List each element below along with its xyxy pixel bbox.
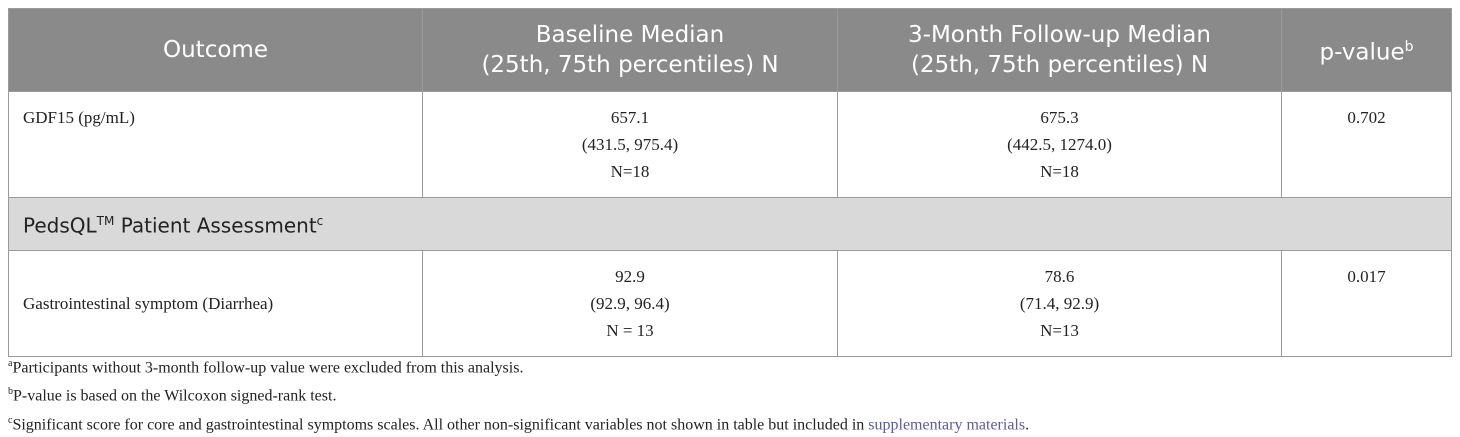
cell-text: 78.6 xyxy=(1044,266,1075,286)
footnote: bP-value is based on the Wilcoxon signed… xyxy=(8,380,1029,408)
cell-text: Gastrointestinal symptom (Diarrhea) xyxy=(23,293,274,313)
footnote-mark: b xyxy=(8,386,13,398)
header-text: Baseline Median xyxy=(535,22,725,48)
header-text: Outcome xyxy=(163,37,268,63)
cell-text: N=13 xyxy=(1040,320,1079,340)
cell-text: GDF15 (pg/mL) xyxy=(23,108,135,127)
cell-text: (92.9, 96.4) xyxy=(590,293,670,313)
cell-text: (431.5, 975.4) xyxy=(581,135,679,154)
header-text: (25th, 75th percentiles) N xyxy=(481,52,779,78)
results-table: Outcome Baseline Median (25th, 75th perce… xyxy=(8,8,1452,357)
section-cell: PedsQLTM Patient Assessmentc xyxy=(8,197,1452,251)
footnote: cSignificant score for core and gastroin… xyxy=(8,409,1029,437)
cell-text: N = 13 xyxy=(606,320,654,340)
section-text: PedsQL xyxy=(23,213,97,238)
footnote-mark: a xyxy=(8,358,13,369)
followup-cell: 675.3 (442.5, 1274.0) N=18 xyxy=(837,91,1282,198)
cell-text: 0.017 xyxy=(1347,266,1386,286)
header-cell: 3-Month Follow-up Median (25th, 75th perc… xyxy=(837,8,1282,92)
header-text: 3-Month Follow-up Median xyxy=(908,22,1211,48)
footnote-mark: c xyxy=(8,414,13,426)
p-cell: 0.702 xyxy=(1281,91,1452,198)
footnote-text: . xyxy=(1025,415,1030,433)
baseline-cell: 92.9 (92.9, 96.4) N = 13 xyxy=(422,249,838,357)
header-cell: Outcome xyxy=(8,8,423,92)
cell-text: 92.9 xyxy=(615,266,645,286)
cell-text: 0.702 xyxy=(1347,108,1386,127)
section-text: Patient Assessment xyxy=(114,213,317,238)
header-cell: Baseline Median (25th, 75th percentiles) … xyxy=(422,8,838,92)
section-row: PedsQLTM Patient Assessmentc xyxy=(8,197,1452,251)
footnote-text: Significant score for core and gastroint… xyxy=(12,415,869,433)
header-row: Outcome Baseline Median (25th, 75th perce… xyxy=(8,8,1452,92)
footnote-text: P-value is based on the Wilcoxon signed-… xyxy=(13,387,337,405)
footnote-text: Participants without 3-month follow-up v… xyxy=(12,359,524,377)
cell-text: N=18 xyxy=(610,162,650,181)
data-row: Gastrointestinal symptom (Diarrhea) 92.9… xyxy=(8,249,1452,357)
p-cell: 0.017 xyxy=(1281,249,1452,357)
header-text: (25th, 75th percentiles) N xyxy=(910,52,1209,78)
outcome-cell: Gastrointestinal symptom (Diarrhea) xyxy=(8,249,423,357)
data-row: GDF15 (pg/mL) 657.1 (431.5, 975.4) N=18 67… xyxy=(8,91,1452,198)
cell-text: (71.4, 92.9) xyxy=(1019,293,1100,313)
footnote: aParticipants without 3-month follow-up … xyxy=(8,352,1029,380)
cell-text: (442.5, 1274.0) xyxy=(1007,135,1112,154)
supplementary-link[interactable]: supplementary materials xyxy=(868,415,1026,433)
cell-text: N=18 xyxy=(1040,162,1079,181)
superscript: c xyxy=(316,214,324,228)
header-cell: p-valueb xyxy=(1281,8,1452,92)
followup-cell: 78.6 (71.4, 92.9) N=13 xyxy=(837,249,1282,357)
cell-text: 657.1 xyxy=(610,108,650,127)
outcome-cell: GDF15 (pg/mL) xyxy=(8,91,423,198)
superscript: TM xyxy=(96,214,115,228)
header-text: p-value xyxy=(1319,39,1405,66)
superscript: b xyxy=(1404,39,1414,56)
baseline-cell: 657.1 (431.5, 975.4) N=18 xyxy=(422,91,838,198)
cell-text: 675.3 xyxy=(1040,108,1079,127)
footnotes: aParticipants without 3-month follow-up … xyxy=(8,352,1029,437)
